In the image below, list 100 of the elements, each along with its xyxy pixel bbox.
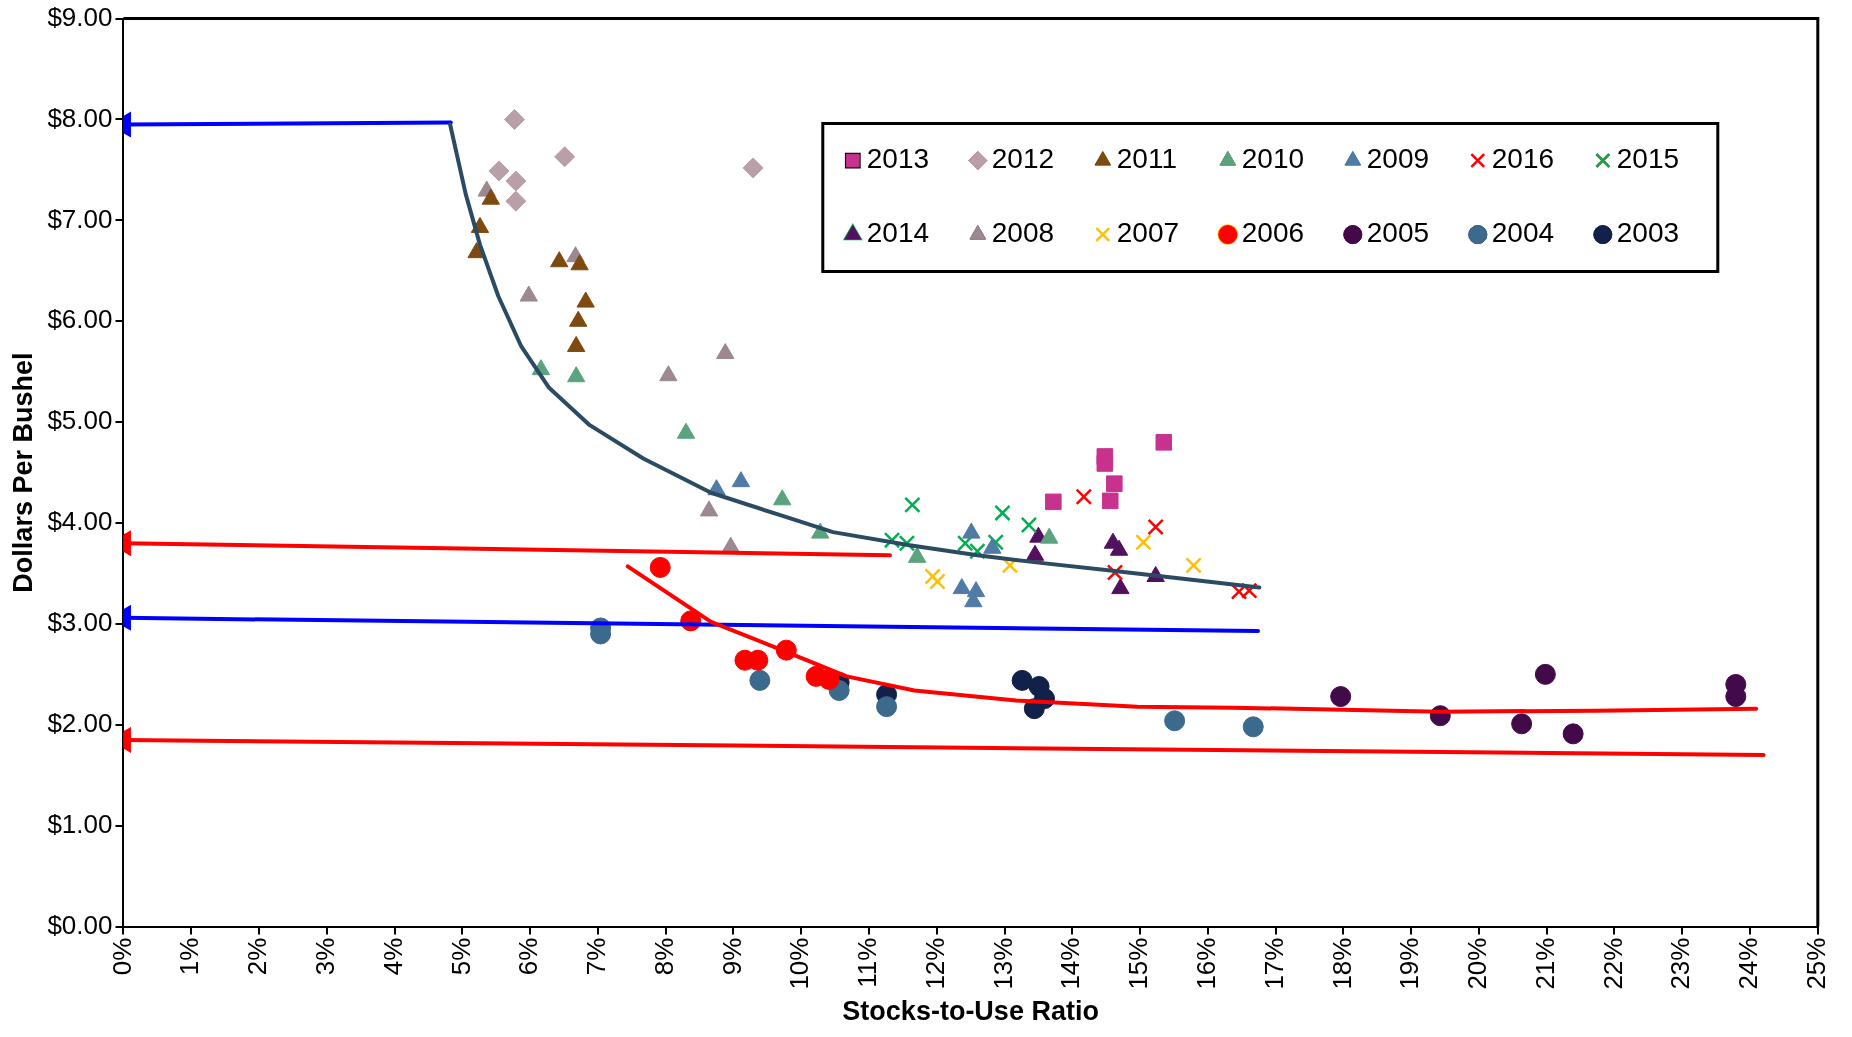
legend-label: 2015 <box>1616 143 1680 175</box>
point <box>1101 492 1119 510</box>
point <box>929 573 946 590</box>
point <box>649 556 671 578</box>
point <box>1096 455 1114 472</box>
x-tick-label: 15% <box>1123 937 1154 990</box>
point <box>519 285 538 302</box>
x-tick-label: 5% <box>445 937 476 976</box>
y-tick-label: $5.00 <box>47 405 113 436</box>
x-tick-label: 1% <box>174 937 205 976</box>
legend-label: 2014 <box>866 217 930 249</box>
legend-label: 2008 <box>991 217 1055 249</box>
point <box>983 537 1002 554</box>
y-tick-label: $2.00 <box>47 707 113 738</box>
point <box>1534 663 1556 685</box>
legend-label: 2003 <box>1616 217 1680 249</box>
point <box>1109 539 1129 556</box>
x-tick-label: 12% <box>919 937 950 990</box>
point <box>962 522 981 539</box>
point <box>1020 516 1038 534</box>
point <box>567 366 586 383</box>
x-tick-label: 21% <box>1529 937 1560 990</box>
point <box>1025 544 1045 561</box>
point <box>1075 488 1093 506</box>
x-tick-label: 18% <box>1326 937 1357 990</box>
legend-label: 2007 <box>1116 217 1180 249</box>
y-tick-label: $7.00 <box>47 203 113 234</box>
x-tick-label: 10% <box>784 937 815 990</box>
point <box>1330 686 1352 708</box>
x-tick-label: 19% <box>1394 937 1425 990</box>
point <box>907 546 927 563</box>
point <box>481 188 500 205</box>
point <box>1562 723 1584 745</box>
point <box>1185 557 1202 574</box>
x-tick-label: 25% <box>1800 937 1831 990</box>
point <box>570 254 589 271</box>
point <box>699 500 719 517</box>
legend-label: 2004 <box>1491 217 1555 249</box>
legend-label: 2016 <box>1491 143 1555 175</box>
y-axis-title: Dollars Per Bushel <box>7 352 38 593</box>
point <box>1011 669 1033 691</box>
x-tick-label: 3% <box>309 937 340 976</box>
point <box>952 578 971 595</box>
x-tick-label: 22% <box>1597 937 1628 990</box>
y-tick-label: $6.00 <box>47 304 113 335</box>
point <box>659 365 678 382</box>
point <box>1045 493 1062 511</box>
y-tick-label: $8.00 <box>47 102 113 133</box>
x-tick-label: 7% <box>581 937 612 976</box>
point <box>956 534 974 552</box>
point <box>1106 475 1123 492</box>
point <box>550 251 569 268</box>
x-tick-label: 11% <box>852 937 883 988</box>
y-tick-label: $4.00 <box>47 506 113 537</box>
legend-label: 2010 <box>1241 143 1305 175</box>
point <box>924 568 941 585</box>
point <box>994 504 1011 522</box>
legend-label: 2009 <box>1366 143 1430 175</box>
y-tick-label: $3.00 <box>47 607 113 638</box>
x-tick-label: 24% <box>1733 937 1764 990</box>
point <box>876 696 898 718</box>
x-tick-label: 14% <box>1055 937 1086 990</box>
x-tick-label: 9% <box>716 937 747 976</box>
point <box>1511 713 1533 735</box>
x-tick-label: 8% <box>648 937 679 976</box>
point <box>731 471 751 488</box>
x-tick-label: 17% <box>1258 937 1289 990</box>
legend-label: 2005 <box>1366 217 1430 249</box>
point <box>569 310 588 327</box>
x-tick-label: 6% <box>513 937 544 976</box>
point <box>818 668 840 690</box>
x-tick-label: 20% <box>1462 937 1493 990</box>
x-tick-label: 16% <box>1191 937 1222 990</box>
point <box>576 291 595 308</box>
y-tick-label: $9.00 <box>47 1 113 32</box>
point <box>567 335 586 352</box>
y-tick-label: $1.00 <box>47 808 113 839</box>
x-tick-label: 13% <box>987 937 1018 990</box>
point <box>987 533 1005 551</box>
point <box>1147 518 1164 536</box>
point <box>749 669 771 691</box>
point <box>1242 716 1264 738</box>
point <box>1155 434 1173 451</box>
point <box>716 343 735 360</box>
point <box>676 422 696 439</box>
x-tick-label: 23% <box>1665 937 1696 990</box>
point <box>1135 533 1152 551</box>
point <box>1164 710 1186 732</box>
x-tick-label: 0% <box>106 937 137 976</box>
legend-label: 2011 <box>1116 143 1178 175</box>
x-tick-label: 2% <box>242 937 273 976</box>
x-tick-label: 4% <box>377 937 408 976</box>
y-tick-label: $0.00 <box>47 909 113 940</box>
point <box>773 489 792 506</box>
x-axis-title: Stocks-to-Use Ratio <box>842 996 1099 1027</box>
point <box>904 496 921 514</box>
legend-label: 2012 <box>991 143 1055 175</box>
legend-label: 2006 <box>1241 217 1305 249</box>
legend-label: 2013 <box>866 143 930 175</box>
point <box>1111 578 1130 595</box>
